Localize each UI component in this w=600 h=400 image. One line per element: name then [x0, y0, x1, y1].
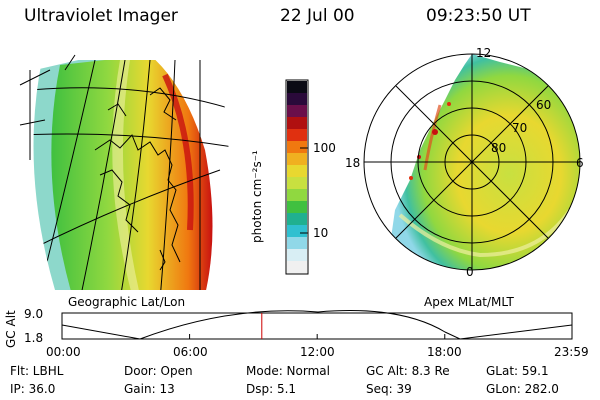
colorbar-tick-100: 100 — [313, 141, 336, 155]
mlt-label-6: 6 — [576, 156, 584, 170]
mlt-label-18: 18 — [345, 156, 361, 170]
colorbar-swatch — [287, 153, 307, 166]
colorbar — [285, 79, 309, 275]
mlt-label-0: 0 — [466, 265, 474, 279]
info-seq: Seq: 39 — [366, 382, 412, 396]
colorbar-swatch — [287, 213, 307, 226]
colorbar-swatch — [287, 117, 307, 130]
colorbar-swatch — [287, 261, 307, 274]
info-flt: Flt: LBHL — [10, 364, 64, 378]
polar-plot — [363, 53, 581, 271]
colorbar-swatch — [287, 189, 307, 202]
colorbar-swatch — [287, 249, 307, 262]
alt-ylabel: GC Alt — [4, 310, 18, 348]
colorbar-swatch — [287, 165, 307, 178]
altitude-plot — [61, 310, 573, 340]
altitude-curve — [61, 310, 573, 340]
alt-ytick-min: 1.8 — [24, 331, 44, 345]
right-panel-caption: Apex MLat/MLT — [424, 295, 514, 309]
left-panel-caption: Geographic Lat/Lon — [68, 295, 186, 309]
alt-xtick: 23:59 — [554, 345, 589, 359]
info-dsp: Dsp: 5.1 — [246, 382, 297, 396]
lat-label-60: 60 — [536, 98, 552, 112]
colorbar-unit-label: photon cm⁻²s⁻¹ — [250, 150, 264, 243]
lat-label-80: 80 — [491, 141, 507, 155]
mlt-label-12: 12 — [476, 46, 492, 60]
info-gain: Gain: 13 — [124, 382, 175, 396]
colorbar-swatch — [287, 93, 307, 106]
info-door: Door: Open — [124, 364, 193, 378]
lat-label-70: 70 — [512, 121, 528, 135]
info-ip: IP: 36.0 — [10, 382, 56, 396]
alt-xtick: 00:00 — [46, 345, 81, 359]
colorbar-tick-10: 10 — [313, 226, 329, 240]
alt-xtick: 18:00 — [427, 345, 462, 359]
info-gc-alt: GC Alt: 8.3 Re — [366, 364, 450, 378]
geographic-image — [19, 54, 229, 290]
alt-ytick-max: 9.0 — [24, 307, 44, 321]
colorbar-swatch — [287, 141, 307, 154]
date-label: 22 Jul 00 — [280, 6, 355, 26]
colorbar-swatch — [287, 237, 307, 250]
colorbar-swatch — [287, 225, 307, 238]
time-label: 09:23:50 UT — [426, 6, 531, 26]
info-mode: Mode: Normal — [246, 364, 330, 378]
colorbar-swatch — [287, 129, 307, 142]
alt-xtick: 12:00 — [300, 345, 335, 359]
colorbar-swatch — [287, 105, 307, 118]
info-glon: GLon: 282.0 — [486, 382, 559, 396]
app-title: Ultraviolet Imager — [24, 6, 178, 26]
colorbar-swatch — [287, 201, 307, 214]
colorbar-swatch — [287, 177, 307, 190]
info-glat: GLat: 59.1 — [486, 364, 549, 378]
alt-xtick: 06:00 — [173, 345, 208, 359]
colorbar-swatch — [287, 81, 307, 94]
